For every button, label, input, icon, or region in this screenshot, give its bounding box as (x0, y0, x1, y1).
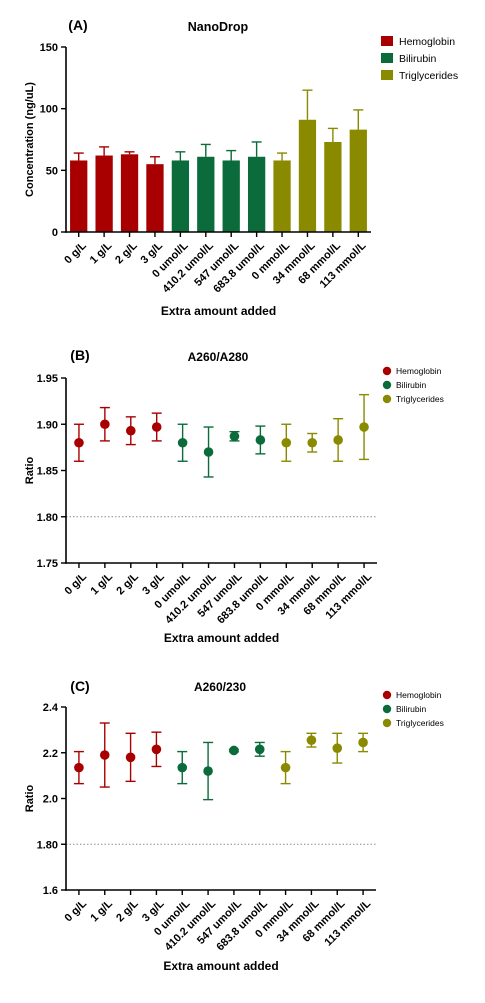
x-tick-label: 2 g/L (114, 898, 141, 925)
data-point (177, 437, 188, 448)
y-tick-label: 1.80 (37, 839, 58, 851)
bar (146, 164, 164, 232)
y-tick-label: 1.6 (43, 885, 58, 897)
data-point (359, 422, 369, 432)
bar (247, 156, 266, 232)
legend-label: Triglycerides (396, 718, 444, 728)
legend: Hemoglobin Bilirubin Triglycerides (381, 36, 458, 82)
y-axis-title: Concentration (ng/uL) (24, 82, 36, 197)
data-point (358, 737, 368, 748)
legend-marker (382, 394, 392, 404)
x-tick-label: 1 g/L (88, 571, 115, 598)
y-tick-label: 100 (40, 104, 58, 116)
data-point (125, 752, 136, 763)
y-tick-label: 1.75 (37, 558, 58, 570)
panel-label: (C) (70, 678, 89, 694)
data-point (74, 762, 84, 773)
data-point (229, 745, 239, 756)
legend-swatch (381, 36, 393, 46)
legend-marker (382, 718, 392, 728)
x-tick-label: 1 g/L (88, 240, 115, 267)
x-tick-label: 2 g/L (114, 571, 141, 598)
y-tick-label: 150 (40, 42, 58, 54)
y-tick-label: 1.85 (37, 466, 58, 478)
data-point (203, 447, 214, 457)
bar (95, 155, 113, 232)
x-tick-label: 1 g/L (88, 898, 115, 925)
legend-label: Triglycerides (399, 70, 458, 82)
y-tick-label: 50 (46, 165, 58, 177)
chart-title: NanoDrop (188, 20, 249, 34)
bar (120, 154, 139, 232)
bar (70, 160, 88, 232)
legend-swatch (381, 53, 393, 63)
y-tick-label: 1.95 (37, 373, 58, 385)
y-tick-label: 2.2 (43, 748, 58, 760)
bar (171, 160, 190, 232)
legend-label: Bilirubin (396, 704, 427, 714)
bar (197, 156, 215, 232)
legend-label: Bilirubin (396, 380, 427, 390)
y-tick-label: 0 (52, 227, 58, 239)
legend-label: Hemoglobin (399, 36, 455, 48)
legend-swatch (381, 70, 393, 80)
bar (273, 160, 291, 232)
panel-c-a260-a230-chart: (C) A260/230 1.6 1.80 2.0 2.2 2.4 0 g/L 1 g/L 2 g… (24, 678, 444, 973)
data-point (203, 766, 213, 776)
data-point (151, 744, 162, 755)
legend-marker (382, 380, 392, 390)
data-point (255, 435, 266, 445)
data-point (281, 437, 292, 448)
legend-label: Hemoglobin (396, 366, 442, 376)
data-point (306, 735, 317, 745)
legend-marker (382, 704, 392, 714)
legend-label: Bilirubin (399, 53, 437, 65)
panel-label: (A) (68, 17, 87, 33)
panel-b-a260-a280-chart: (B) A260/A280 1.75 1.80 1.85 1.90 1.95 0 g/L 1 g… (24, 347, 444, 645)
x-axis-title: Extra amount added (163, 959, 278, 973)
y-tick-label: 1.90 (37, 419, 58, 431)
data-point (100, 419, 110, 430)
x-tick-label: 0 g/L (62, 240, 89, 267)
legend: Hemoglobin Bilirubin Triglycerides (382, 690, 444, 728)
legend-marker (382, 690, 392, 700)
data-point (125, 425, 136, 436)
data-point (74, 437, 84, 448)
x-tick-label: 0 g/L (62, 898, 89, 925)
data-point (177, 762, 188, 773)
bar (324, 141, 342, 232)
data-point (254, 744, 265, 755)
data-point (307, 437, 318, 448)
bar (298, 119, 317, 232)
chart-title: A260/230 (194, 680, 246, 694)
x-axis-title: Extra amount added (164, 631, 279, 645)
y-axis-title: Ratio (24, 456, 36, 484)
data-point (151, 422, 162, 432)
legend-label: Hemoglobin (396, 690, 442, 700)
chart-title: A260/A280 (188, 350, 249, 364)
data-point (280, 762, 291, 773)
x-tick-label: 2 g/L (113, 240, 140, 267)
data-point (229, 431, 240, 442)
legend-marker (382, 366, 392, 376)
data-point (332, 743, 343, 753)
legend: Hemoglobin Bilirubin Triglycerides (382, 366, 444, 404)
y-tick-label: 1.80 (37, 512, 58, 524)
x-tick-label: 0 g/L (63, 571, 90, 598)
legend-label: Triglycerides (396, 394, 444, 404)
x-axis-title: Extra amount added (161, 304, 276, 318)
data-point (333, 435, 343, 445)
y-tick-label: 2.0 (43, 794, 58, 806)
bar (222, 160, 240, 232)
panel-label: (B) (70, 347, 89, 363)
y-axis-title: Ratio (24, 784, 36, 812)
bar (349, 129, 367, 232)
data-point (99, 750, 110, 760)
y-tick-label: 2.4 (43, 702, 59, 714)
